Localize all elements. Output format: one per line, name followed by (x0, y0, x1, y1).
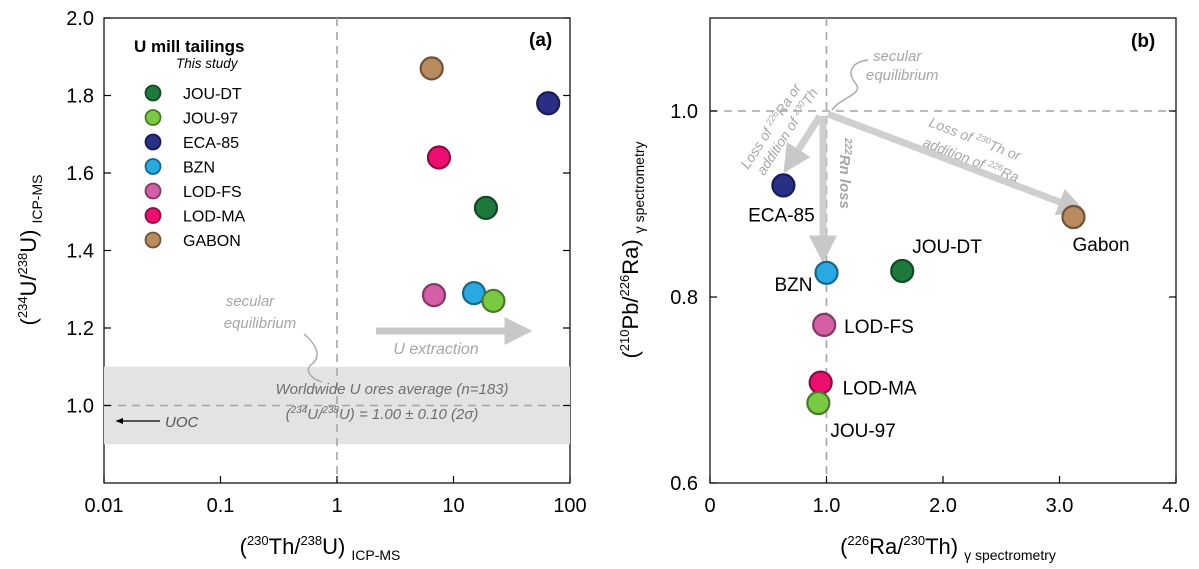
b-y-tick-label: 0.8 (670, 287, 698, 309)
legend-label-bzn: BZN (183, 160, 215, 177)
a-secular-label-2: equilibrium (224, 315, 297, 332)
legend-subtitle: This study (176, 56, 239, 71)
panel-b: 0 1.0 2.0 3.0 4.0 0.6 0.8 1.0 secular equilibri… (617, 17, 1190, 563)
a-y-tick-label: 1.6 (66, 163, 94, 185)
legend-label-lod-fs: LOD-FS (183, 184, 242, 201)
panel-a-legend: U mill tailings This study JOU-DT JOU-97 E… (134, 37, 246, 250)
a-y-tick-label: 1.8 (66, 86, 94, 108)
a-y-tick-label: 1.0 (66, 396, 94, 418)
a-secular-label-1: secular (226, 293, 275, 310)
legend-label-eca-85: ECA-85 (183, 135, 239, 152)
b-secular-leader (831, 59, 869, 111)
a-y-tick-label: 1.2 (66, 318, 94, 340)
a-y-tick-label: 1.4 (66, 241, 94, 263)
worldwide-label-1: Worldwide U ores average (n=183) (275, 381, 508, 398)
legend-label-lod-ma: LOD-MA (183, 209, 246, 226)
legend-marker-jou-97 (144, 109, 162, 126)
legend-marker-lod-fs (144, 182, 162, 200)
b-x-tick-label: 4.0 (1162, 495, 1190, 517)
u-extraction-label: U extraction (393, 341, 478, 358)
panel-a-label: (a) (529, 30, 552, 51)
point-lod-fs (421, 282, 447, 308)
loss-ra-arrow (783, 114, 823, 174)
b-x-tick-label: 3.0 (1046, 495, 1074, 517)
point-label-lod-ma: LOD-MA (843, 379, 917, 400)
point-b-bzn (814, 260, 839, 285)
b-x-tick-label: 2.0 (929, 495, 957, 517)
a-x-tick-label: 0.01 (85, 495, 124, 517)
point-label-bzn: BZN (775, 275, 813, 296)
a-x-tick-label: 1 (331, 495, 342, 517)
b-y-axis-label: (210Pb/226Ra)γ spectrometry (617, 141, 647, 358)
point-jou-97 (481, 288, 506, 313)
a-y-tick-label: 2.0 (66, 8, 94, 30)
point-b-eca-85 (771, 173, 796, 198)
legend-marker-lod-ma (144, 207, 162, 224)
legend-marker-bzn (144, 158, 162, 175)
b-x-axis-label: (226Ra/230Th) γ spectrometry (840, 533, 1056, 563)
point-label-lod-fs: LOD-FS (844, 317, 914, 338)
b-x-tick-label: 0 (704, 495, 715, 517)
point-b-gabon (1061, 204, 1086, 230)
loss-th-arrow (826, 110, 1086, 216)
point-b-lod-ma (808, 370, 833, 395)
legend-marker-jou-dt (144, 84, 162, 102)
uoc-label: UOC (165, 414, 199, 431)
a-x-tick-label: 0.1 (207, 495, 235, 517)
point-gabon (419, 56, 444, 81)
rn-loss-label: 222Rn loss (836, 137, 853, 209)
a-x-tick-label: 10 (442, 495, 464, 517)
legend-label-jou-dt: JOU-DT (183, 86, 242, 103)
b-y-tick-label: 1.0 (670, 101, 698, 123)
b-x-tick-label: 1.0 (813, 495, 841, 517)
panel-a: 0.01 0.1 1 10 100 1.0 1.2 1.4 1.6 1.8 2.0 (a) U mi… (15, 8, 587, 563)
a-secular-leader (303, 333, 323, 383)
legend-label-gabon: GABON (183, 233, 241, 250)
a-y-axis-label: (234U/238U)ICP-MS (15, 175, 45, 326)
b-secular-label-1: secular (873, 48, 922, 65)
worldwide-label-2: (234U/238U) = 1.00 ± 0.10 (2σ) (286, 405, 479, 423)
a-x-tick-label: 100 (553, 495, 586, 517)
panel-b-label: (b) (1131, 31, 1155, 52)
point-label-jou-97: JOU-97 (830, 421, 895, 442)
b-secular-label-2: equilibrium (866, 67, 939, 84)
point-label-gabon: Gabon (1072, 235, 1129, 256)
point-eca-85 (536, 91, 561, 116)
b-y-tick-label: 0.6 (670, 473, 698, 495)
legend-label-jou-97: JOU-97 (183, 111, 238, 128)
a-x-axis-label: (230Th/238U) ICP-MS (240, 533, 401, 563)
legend-marker-gabon (144, 231, 162, 249)
point-b-jou-dt (890, 258, 915, 284)
point-b-lod-fs (812, 312, 837, 337)
point-b-jou-97 (806, 390, 831, 416)
legend-marker-eca-85 (144, 133, 162, 151)
point-label-jou-dt: JOU-DT (912, 237, 982, 258)
legend-title: U mill tailings (134, 37, 245, 56)
point-label-eca-85: ECA-85 (748, 205, 815, 226)
point-jou-dt (473, 195, 499, 220)
point-lod-ma (426, 145, 452, 170)
